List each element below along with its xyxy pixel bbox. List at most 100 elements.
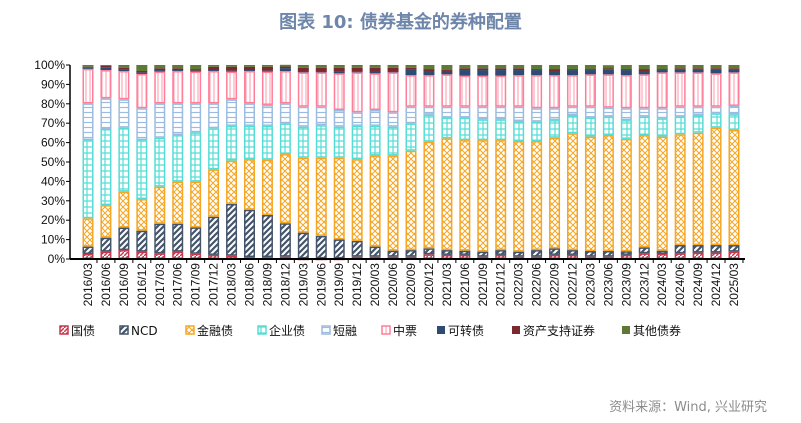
- bar-segment-NCD: [459, 250, 471, 255]
- bar-segment-其他债券: [190, 65, 202, 70]
- legend-swatch: [381, 325, 391, 335]
- bar-stack-2023/09: [620, 65, 632, 259]
- bar-segment-可转债: [638, 71, 650, 75]
- bar-segment-短融: [405, 106, 417, 124]
- y-tick-label: 50%: [41, 155, 65, 169]
- bar-segment-其他债券: [387, 65, 399, 68]
- bar-segment-可转债: [423, 71, 435, 76]
- bar-segment-其他债券: [297, 65, 309, 68]
- bar-segment-可转债: [405, 69, 417, 76]
- x-tick-label: 2017/03: [153, 263, 167, 307]
- bar-segment-金融债: [567, 133, 578, 251]
- bar-stack-2019/06: [315, 65, 327, 261]
- bar-segment-NCD: [441, 250, 453, 255]
- bar-segment-中票: [226, 71, 238, 100]
- bar-stack-2020/09: [405, 65, 417, 259]
- bar-segment-资产支持证券: [531, 69, 543, 71]
- bar-segment-资产支持证券: [692, 68, 704, 70]
- bar-segment-金融债: [100, 205, 112, 238]
- legend-item-可转债: 可转债: [437, 323, 484, 338]
- bar-segment-国债: [136, 251, 148, 260]
- bar-segment-可转债: [136, 72, 148, 74]
- x-tick-label: 2018/12: [278, 263, 292, 307]
- bar-segment-金融债: [405, 150, 417, 251]
- bar-segment-NCD: [549, 248, 561, 255]
- bar-segment-短融: [244, 103, 255, 126]
- bar-segment-短融: [351, 112, 363, 126]
- bar-segment-其他债券: [244, 65, 255, 67]
- bar-segment-国债: [100, 251, 112, 260]
- y-tick-label: 40%: [41, 174, 65, 188]
- bar-segment-企业债: [620, 120, 632, 139]
- bar-segment-可转债: [297, 71, 309, 73]
- bar-segment-中票: [549, 75, 561, 109]
- bar-segment-国债: [423, 254, 435, 259]
- x-tick-label: 2016/12: [135, 263, 149, 307]
- bar-segment-短融: [638, 108, 650, 117]
- bar-segment-企业债: [226, 125, 238, 161]
- bar-segment-中票: [82, 68, 94, 104]
- bar-segment-金融债: [369, 155, 381, 247]
- bar-segment-企业债: [82, 140, 94, 219]
- bar-segment-中票: [118, 71, 130, 100]
- x-tick-label: 2024/12: [709, 263, 723, 307]
- bar-segment-短融: [495, 106, 507, 120]
- bar-segment-可转债: [369, 71, 381, 74]
- bar-segment-企业债: [297, 126, 309, 158]
- bar-segment-金融债: [136, 199, 148, 231]
- bar-segment-企业债: [208, 128, 220, 170]
- bar-segment-NCD: [567, 250, 578, 255]
- y-tick-label: 70%: [41, 116, 65, 130]
- bar-segment-资产支持证券: [656, 69, 668, 71]
- bar-segment-国债: [208, 254, 220, 259]
- y-tick-label: 100%: [34, 58, 65, 72]
- bar-segment-短融: [369, 110, 381, 126]
- bar-segment-可转债: [441, 71, 453, 75]
- bar-segment-NCD: [674, 245, 686, 254]
- bar-segment-企业债: [154, 137, 166, 187]
- bar-segment-资产支持证券: [620, 69, 632, 71]
- bar-segment-金融债: [513, 141, 525, 252]
- bar-segment-可转债: [692, 69, 704, 73]
- bar-segment-可转债: [226, 70, 238, 72]
- bar-segment-资产支持证券: [351, 67, 363, 72]
- bar-segment-中票: [692, 72, 704, 107]
- legend-label: 可转债: [448, 323, 484, 338]
- bar-segment-NCD: [710, 245, 722, 253]
- bar-segment-NCD: [584, 251, 596, 257]
- bar-segment-资产支持证券: [172, 68, 184, 71]
- x-tick-label: 2021/03: [440, 263, 454, 307]
- x-tick-label: 2024/06: [673, 263, 687, 307]
- bar-segment-其他债券: [423, 65, 435, 70]
- bar-stack-2016/12: [136, 65, 148, 260]
- bar-stack-2022/06: [531, 65, 543, 259]
- x-tick-label: 2018/06: [243, 263, 257, 307]
- bar-segment-资产支持证券: [100, 65, 112, 68]
- bar-segment-企业债: [261, 125, 273, 160]
- bar-segment-金融债: [549, 137, 561, 249]
- bar-segment-短融: [692, 106, 704, 116]
- bar-segment-资产支持证券: [154, 68, 166, 71]
- bar-segment-中票: [190, 71, 202, 104]
- bar-segment-企业债: [279, 123, 291, 155]
- bar-segment-NCD: [405, 250, 417, 257]
- bar-segment-资产支持证券: [315, 67, 327, 72]
- legend-label: 短融: [333, 324, 357, 338]
- bar-segment-企业债: [351, 125, 363, 160]
- bar-segment-国债: [495, 254, 507, 259]
- bar-segment-中票: [405, 75, 417, 107]
- bar-segment-可转债: [495, 70, 507, 76]
- bar-segment-企业债: [692, 115, 704, 133]
- legend-item-资产支持证券: 资产支持证券: [512, 323, 595, 338]
- bar-segment-中票: [531, 75, 543, 109]
- bar-stack-2020/06: [387, 65, 399, 259]
- bar-segment-NCD: [82, 246, 94, 254]
- x-tick-label: 2022/09: [548, 263, 562, 307]
- bar-segment-资产支持证券: [369, 67, 381, 72]
- bar-segment-国债: [190, 253, 202, 259]
- bar-segment-资产支持证券: [495, 68, 507, 71]
- bar-segment-企业债: [638, 116, 650, 136]
- bar-segment-其他债券: [620, 65, 632, 70]
- legend-item-金融债: 金融债: [185, 323, 233, 338]
- bar-segment-金融债: [584, 136, 596, 252]
